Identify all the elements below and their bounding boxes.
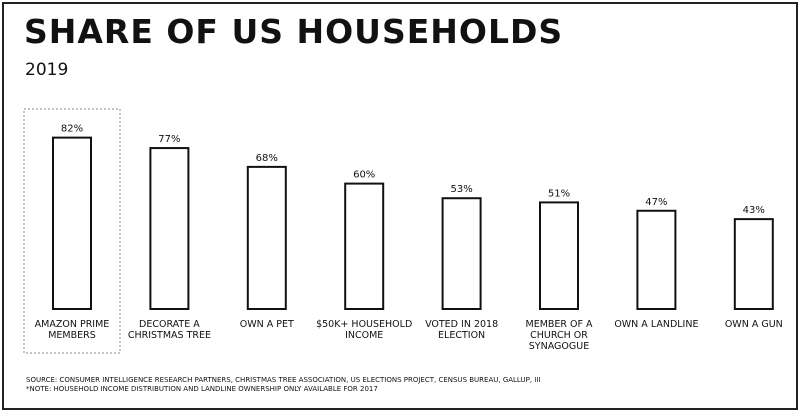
value-label: 51% xyxy=(548,188,570,199)
category-label: $50K+ HOUSEHOLD INCOME xyxy=(316,319,412,341)
category-label: AMAZON PRIME MEMBERS xyxy=(35,319,110,341)
bar xyxy=(52,136,92,310)
category-label-line: AMAZON PRIME xyxy=(35,319,110,330)
category-label-line: OWN A GUN xyxy=(725,319,783,330)
value-label: 60% xyxy=(353,170,375,181)
category-label: OWN A LANDLINE xyxy=(614,319,698,330)
value-label: 47% xyxy=(645,197,667,208)
bar xyxy=(733,218,774,311)
note-line: *NOTE: HOUSEHOLD INCOME DISTRIBUTION AND… xyxy=(26,385,378,393)
category-label-line: MEMBERS xyxy=(48,330,96,341)
chart-title: SHARE OF US HOUSEHOLDS xyxy=(24,12,564,51)
category-label-line: OWN A LANDLINE xyxy=(614,319,698,330)
source-line: SOURCE: CONSUMER INTELLIGENCE RESEARCH P… xyxy=(26,376,541,384)
chart-subtitle: 2019 xyxy=(25,60,69,80)
bar xyxy=(344,182,385,311)
category-label-line: $50K+ HOUSEHOLD xyxy=(316,319,412,330)
source-note: SOURCE: CONSUMER INTELLIGENCE RESEARCH P… xyxy=(26,376,786,394)
highlight-box xyxy=(23,108,121,354)
category-label-line: ELECTION xyxy=(438,330,485,341)
value-label: 82% xyxy=(61,124,83,135)
category-label-line: DECORATE A xyxy=(139,319,200,330)
category-label: OWN A GUN xyxy=(725,319,783,330)
category-label: OWN A PET xyxy=(240,319,294,330)
category-label-line: CHRISTMAS TREE xyxy=(128,330,211,341)
bar xyxy=(539,201,579,310)
category-label-line: VOTED IN 2018 xyxy=(425,319,498,330)
value-label: 53% xyxy=(450,184,472,195)
bar xyxy=(636,209,677,311)
category-label-line: SYNAGOGUE xyxy=(529,341,589,352)
category-label: MEMBER OF A CHURCH OR SYNAGOGUE xyxy=(526,319,593,352)
category-label-line: OWN A PET xyxy=(240,319,294,330)
category-label: VOTED IN 2018 ELECTION xyxy=(425,319,498,341)
bar xyxy=(149,147,190,310)
bar xyxy=(441,197,482,310)
category-label: DECORATE A CHRISTMAS TREE xyxy=(128,319,211,341)
category-label-line: INCOME xyxy=(345,330,383,341)
value-label: 77% xyxy=(158,134,180,145)
category-label-line: MEMBER OF A xyxy=(526,319,593,330)
category-label-line: CHURCH OR xyxy=(530,330,588,341)
value-label: 68% xyxy=(256,153,278,164)
bar xyxy=(246,165,287,310)
value-label: 43% xyxy=(743,205,765,216)
